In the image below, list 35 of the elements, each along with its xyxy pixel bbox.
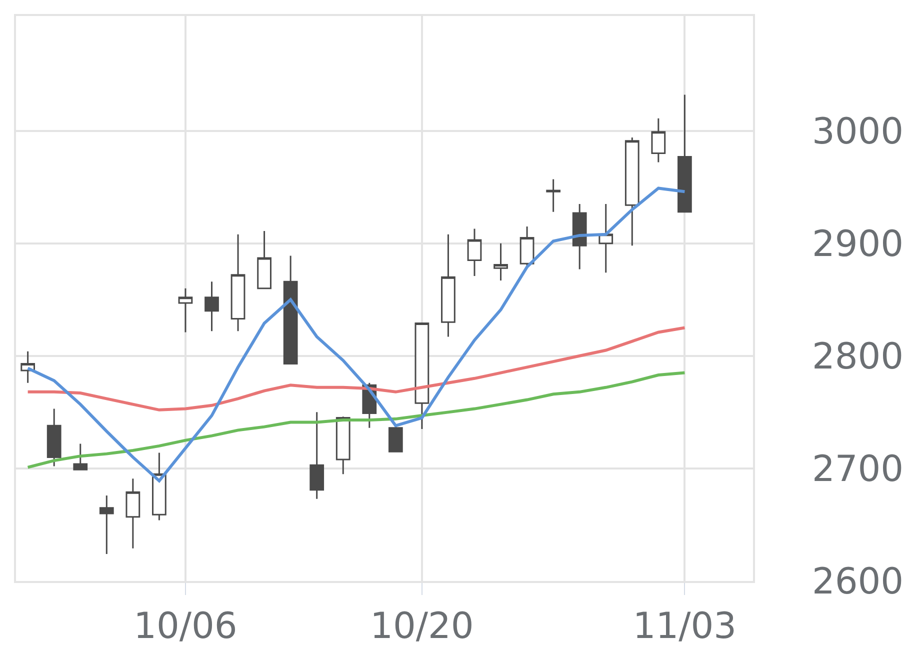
candlestick (678, 94, 692, 213)
y-tick-label: 2900 (812, 224, 904, 265)
candlestick (598, 203, 614, 274)
candlestick (441, 234, 456, 338)
candlestick (467, 228, 482, 277)
candlestick (73, 442, 88, 470)
candlestick (494, 242, 508, 282)
candlestick (204, 280, 219, 332)
candlestick (152, 452, 166, 521)
candlestick (283, 254, 298, 365)
candlestick (624, 136, 640, 246)
candlestick (336, 416, 350, 475)
candlestick (388, 426, 403, 452)
candlestick (230, 234, 246, 332)
candlestick (572, 203, 587, 270)
candlestick (99, 494, 114, 555)
candlestick (414, 322, 430, 430)
line-series (26, 186, 686, 482)
y-tick-label: 3000 (812, 111, 904, 152)
y-tick-label: 2800 (812, 336, 904, 378)
candlestick (46, 408, 62, 467)
candlestick (651, 118, 666, 164)
x-tick-label: 10/06 (134, 606, 238, 647)
x-tick-label: 10/20 (370, 606, 474, 647)
x-tick-label: 11/03 (632, 606, 737, 647)
candlestick (20, 350, 36, 384)
candlestick (310, 411, 324, 500)
candlestick (546, 178, 560, 213)
line-series (26, 326, 686, 412)
candlestick (126, 478, 140, 550)
line-series (26, 371, 686, 469)
y-tick-label: 2600 (812, 562, 904, 603)
y-tick-label: 2700 (812, 449, 904, 490)
candlestick (178, 288, 193, 334)
candlestick (257, 230, 272, 290)
